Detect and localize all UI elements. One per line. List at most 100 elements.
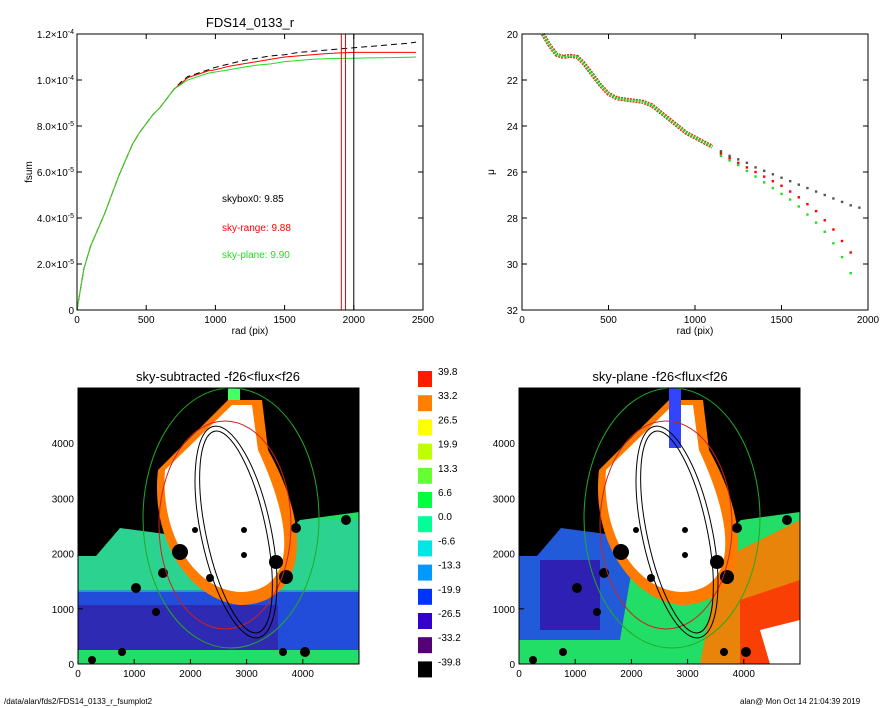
mu-ytick-label: 32 xyxy=(507,306,519,317)
mu-ytick-label: 22 xyxy=(507,76,519,87)
fsum-ytick-label: 0 xyxy=(68,306,74,317)
sky-plane-xtick-label: 1000 xyxy=(564,669,587,680)
mu-point-s0-10 xyxy=(806,186,809,190)
mu-point-s0-14 xyxy=(840,200,844,204)
mu-point-s1-2 xyxy=(737,161,740,164)
footer-timestamp: alan@ Mon Oct 14 21:04:39 2019 xyxy=(740,697,861,706)
mu-point-s1-8 xyxy=(788,190,792,193)
mu-point-s0-13 xyxy=(832,197,835,200)
colorbar-swatch-2 xyxy=(418,419,432,436)
mu-point-s1-15 xyxy=(849,251,852,254)
colorbar-swatch-9 xyxy=(418,588,432,605)
fsum-series-2-line xyxy=(77,56,417,310)
mu-point-s1-10 xyxy=(806,203,809,206)
sky-plane-ytick-label: 1000 xyxy=(493,605,516,616)
mu-xtick-label: 1000 xyxy=(684,315,707,326)
colorbar-label-7: -6.6 xyxy=(438,536,456,547)
sky-plane-xtick-label: 3000 xyxy=(676,669,699,680)
fsum-xtick-label: 2500 xyxy=(412,315,435,326)
colorbar-swatch-10 xyxy=(418,613,432,629)
colorbar-swatch-6 xyxy=(418,516,432,533)
fsum-xtick-label: 1500 xyxy=(273,315,296,326)
mu-point-s1-4 xyxy=(754,170,757,174)
fsum-ylabel: fsum xyxy=(24,161,35,183)
sky-subtracted-xtick-label: 1000 xyxy=(123,669,146,680)
sky-plane-ytick-label: 4000 xyxy=(493,439,516,450)
colorbar-label-4: 13.3 xyxy=(438,464,458,475)
colorbar-label-11: -33.2 xyxy=(438,633,461,644)
mu-point-s1-5 xyxy=(763,175,766,178)
fsum-panel: FDS14_0133_r 0 500 1000 1500 2000 2500 0 2.0×1… xyxy=(24,15,435,337)
sky-subtracted-xtick-label: 3000 xyxy=(235,669,258,680)
colorbar-swatch-0 xyxy=(418,371,432,387)
sky-subtracted-xtick-label: 2000 xyxy=(179,669,202,680)
mu-point-s2-9 xyxy=(797,205,800,208)
colorbar-swatch-12 xyxy=(418,661,432,678)
mu-panel: 0 500 1000 1500 2000 20 22 24 26 28 30 32 rad (pix… xyxy=(486,30,880,337)
mu-point-s2-14 xyxy=(840,255,844,259)
sky-plane-xtick-label: 0 xyxy=(516,669,522,680)
fsum-ytick-label: 8.0×10-5 xyxy=(37,121,74,133)
fsum-ytick-label: 4.0×10-5 xyxy=(37,213,74,225)
colorbar-swatch-8 xyxy=(418,564,432,581)
colorbar-swatch-7 xyxy=(418,540,432,557)
colorbar-label-0: 39.8 xyxy=(438,367,458,378)
mu-xtick-label: 1500 xyxy=(770,315,793,326)
annotation-sky-plane: sky-plane: 9.90 xyxy=(222,250,290,261)
mu-point-s1-11 xyxy=(814,209,818,213)
fsum-series-0-line xyxy=(77,41,417,310)
mu-profile-0 xyxy=(541,32,714,149)
mu-xtick-label: 2000 xyxy=(857,315,880,326)
mu-profile-1 xyxy=(541,33,713,148)
mu-point-s1-6 xyxy=(771,180,775,183)
mu-point-s2-12 xyxy=(823,230,826,233)
mu-xtick-label: 0 xyxy=(519,315,525,326)
mu-point-s2-7 xyxy=(780,192,783,196)
colorbar-label-10: -26.5 xyxy=(438,609,461,620)
mu-point-s2-2 xyxy=(737,163,740,167)
colorbar-label-1: 33.2 xyxy=(438,391,458,402)
fsum-xlabel: rad (pix) xyxy=(232,326,269,337)
colorbar-label-8: -13.3 xyxy=(438,561,461,572)
mu-point-s1-12 xyxy=(823,219,826,222)
sky-subtracted-ytick-label: 4000 xyxy=(52,439,75,450)
annotation-sky-range: sky-range: 9.88 xyxy=(222,223,291,234)
mu-point-s1-14 xyxy=(840,239,844,243)
colorbar-label-3: 19.9 xyxy=(438,440,458,451)
sky-subtracted-title: sky-subtracted -f26<flux<f26 xyxy=(136,369,300,384)
mu-point-s2-5 xyxy=(763,181,766,184)
sky-plane-title: sky-plane -f26<flux<f26 xyxy=(592,369,727,384)
sky-subtracted-image-panel: sky-subtracted -f26<flux<f26 xyxy=(52,369,360,680)
mu-point-s2-0 xyxy=(719,154,723,158)
fsum-ytick-label: 1.0×10-4 xyxy=(37,75,74,87)
fsum-ytick-label: 6.0×10-5 xyxy=(37,167,74,179)
colorbar-label-5: 6.6 xyxy=(438,488,452,499)
sky-plane-ytick-label: 0 xyxy=(509,660,515,671)
annotation-skybox0: skybox0: 9.85 xyxy=(222,194,284,205)
mu-ytick-label: 24 xyxy=(507,122,519,133)
mu-point-s1-1 xyxy=(728,157,731,160)
mu-point-s0-9 xyxy=(797,183,800,186)
fsum-xtick-label: 1000 xyxy=(204,315,227,326)
mu-point-s1-0 xyxy=(719,152,723,155)
fsum-xtick-label: 0 xyxy=(74,315,80,326)
mu-point-s2-11 xyxy=(814,221,818,224)
colorbar-swatch-4 xyxy=(418,467,432,484)
mu-ylabel: μ xyxy=(486,169,497,175)
sky-plane-image-panel: sky-plane -f26<flux<f26 xyxy=(493,369,801,680)
colorbar: 39.8 33.2 26.5 19.9 13.3 6.6 0.0 -6.6 -13.3 -19.9… xyxy=(418,367,461,678)
fsum-xtick-label: 500 xyxy=(138,315,155,326)
sky-plane-xtick-label: 2000 xyxy=(620,669,643,680)
fsum-title: FDS14_0133_r xyxy=(206,15,295,30)
mu-point-s0-12 xyxy=(823,193,826,197)
footer-filepath: /data/alan/fds2/FDS14_0133_r_fsumplot2 xyxy=(4,697,153,706)
mu-ytick-label: 28 xyxy=(507,214,519,225)
mu-point-s0-4 xyxy=(754,166,757,169)
mu-point-s0-0 xyxy=(719,150,723,153)
mu-point-s0-16 xyxy=(858,206,861,209)
mu-point-s2-4 xyxy=(754,175,757,178)
mu-point-s0-6 xyxy=(771,173,775,176)
colorbar-label-6: 0.0 xyxy=(438,512,452,523)
mu-xlabel: rad (pix) xyxy=(677,326,714,337)
